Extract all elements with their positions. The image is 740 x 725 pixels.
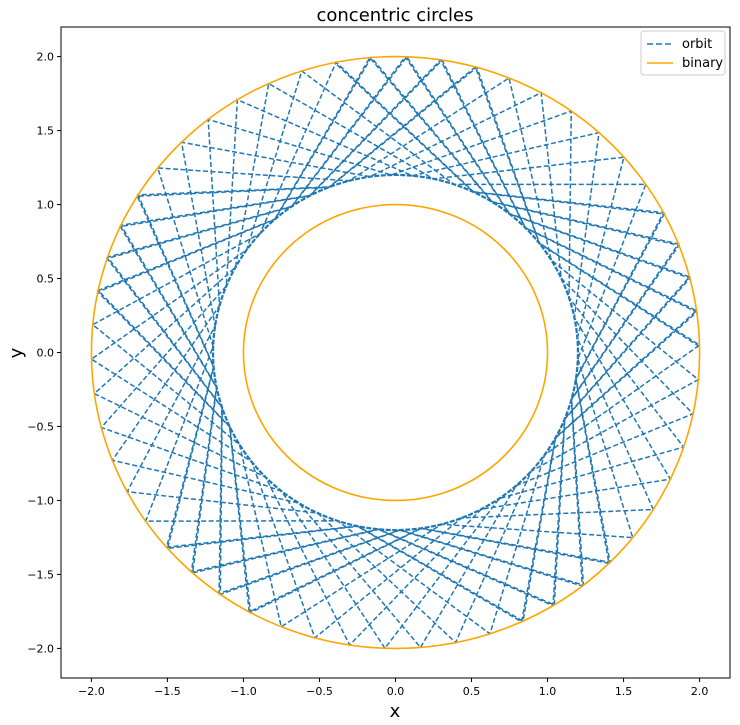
x-tick-label: 1.0 — [539, 685, 557, 698]
plot-area — [90, 55, 701, 650]
y-tick-label: −0.5 — [27, 420, 54, 433]
x-tick-label: 1.5 — [615, 685, 633, 698]
x-tick-label: −1.0 — [230, 685, 257, 698]
legend-orbit-label: orbit — [682, 37, 712, 52]
y-axis-label: y — [6, 347, 27, 358]
y-tick-label: −1.5 — [27, 568, 54, 581]
legend: orbit binary — [640, 30, 726, 76]
chart-title: concentric circles — [316, 5, 473, 26]
y-axis: −2.0 −1.5 −1.0 −0.5 0.0 0.5 1.0 1.5 2.0 — [27, 51, 61, 655]
orbit-inner-envelope — [211, 173, 580, 532]
orbit-line — [90, 55, 701, 650]
y-tick-label: −1.0 — [27, 494, 54, 507]
x-tick-label: −2.0 — [78, 685, 105, 698]
y-tick-label: 0.5 — [37, 273, 55, 286]
legend-binary-label: binary — [682, 56, 723, 71]
x-tick-label: −1.5 — [154, 685, 181, 698]
y-tick-label: 2.0 — [37, 51, 55, 64]
y-tick-label: 0.0 — [37, 347, 55, 360]
binary-circle-1 — [242, 203, 549, 502]
y-tick-label: 1.5 — [37, 125, 55, 138]
plot-frame — [60, 26, 731, 679]
y-tick-label: 1.0 — [37, 199, 55, 212]
x-tick-label: 0.5 — [463, 685, 481, 698]
x-tick-label: −0.5 — [306, 685, 333, 698]
x-axis-label: x — [390, 701, 401, 722]
legend-box — [640, 30, 726, 76]
x-axis: −2.0 −1.5 −1.0 −0.5 0.0 0.5 1.0 1.5 2.0 — [78, 678, 708, 698]
x-tick-label: 2.0 — [691, 685, 709, 698]
x-tick-label: 0.0 — [387, 685, 405, 698]
y-tick-label: −2.0 — [27, 642, 54, 655]
binary-circle-0 — [90, 55, 701, 650]
